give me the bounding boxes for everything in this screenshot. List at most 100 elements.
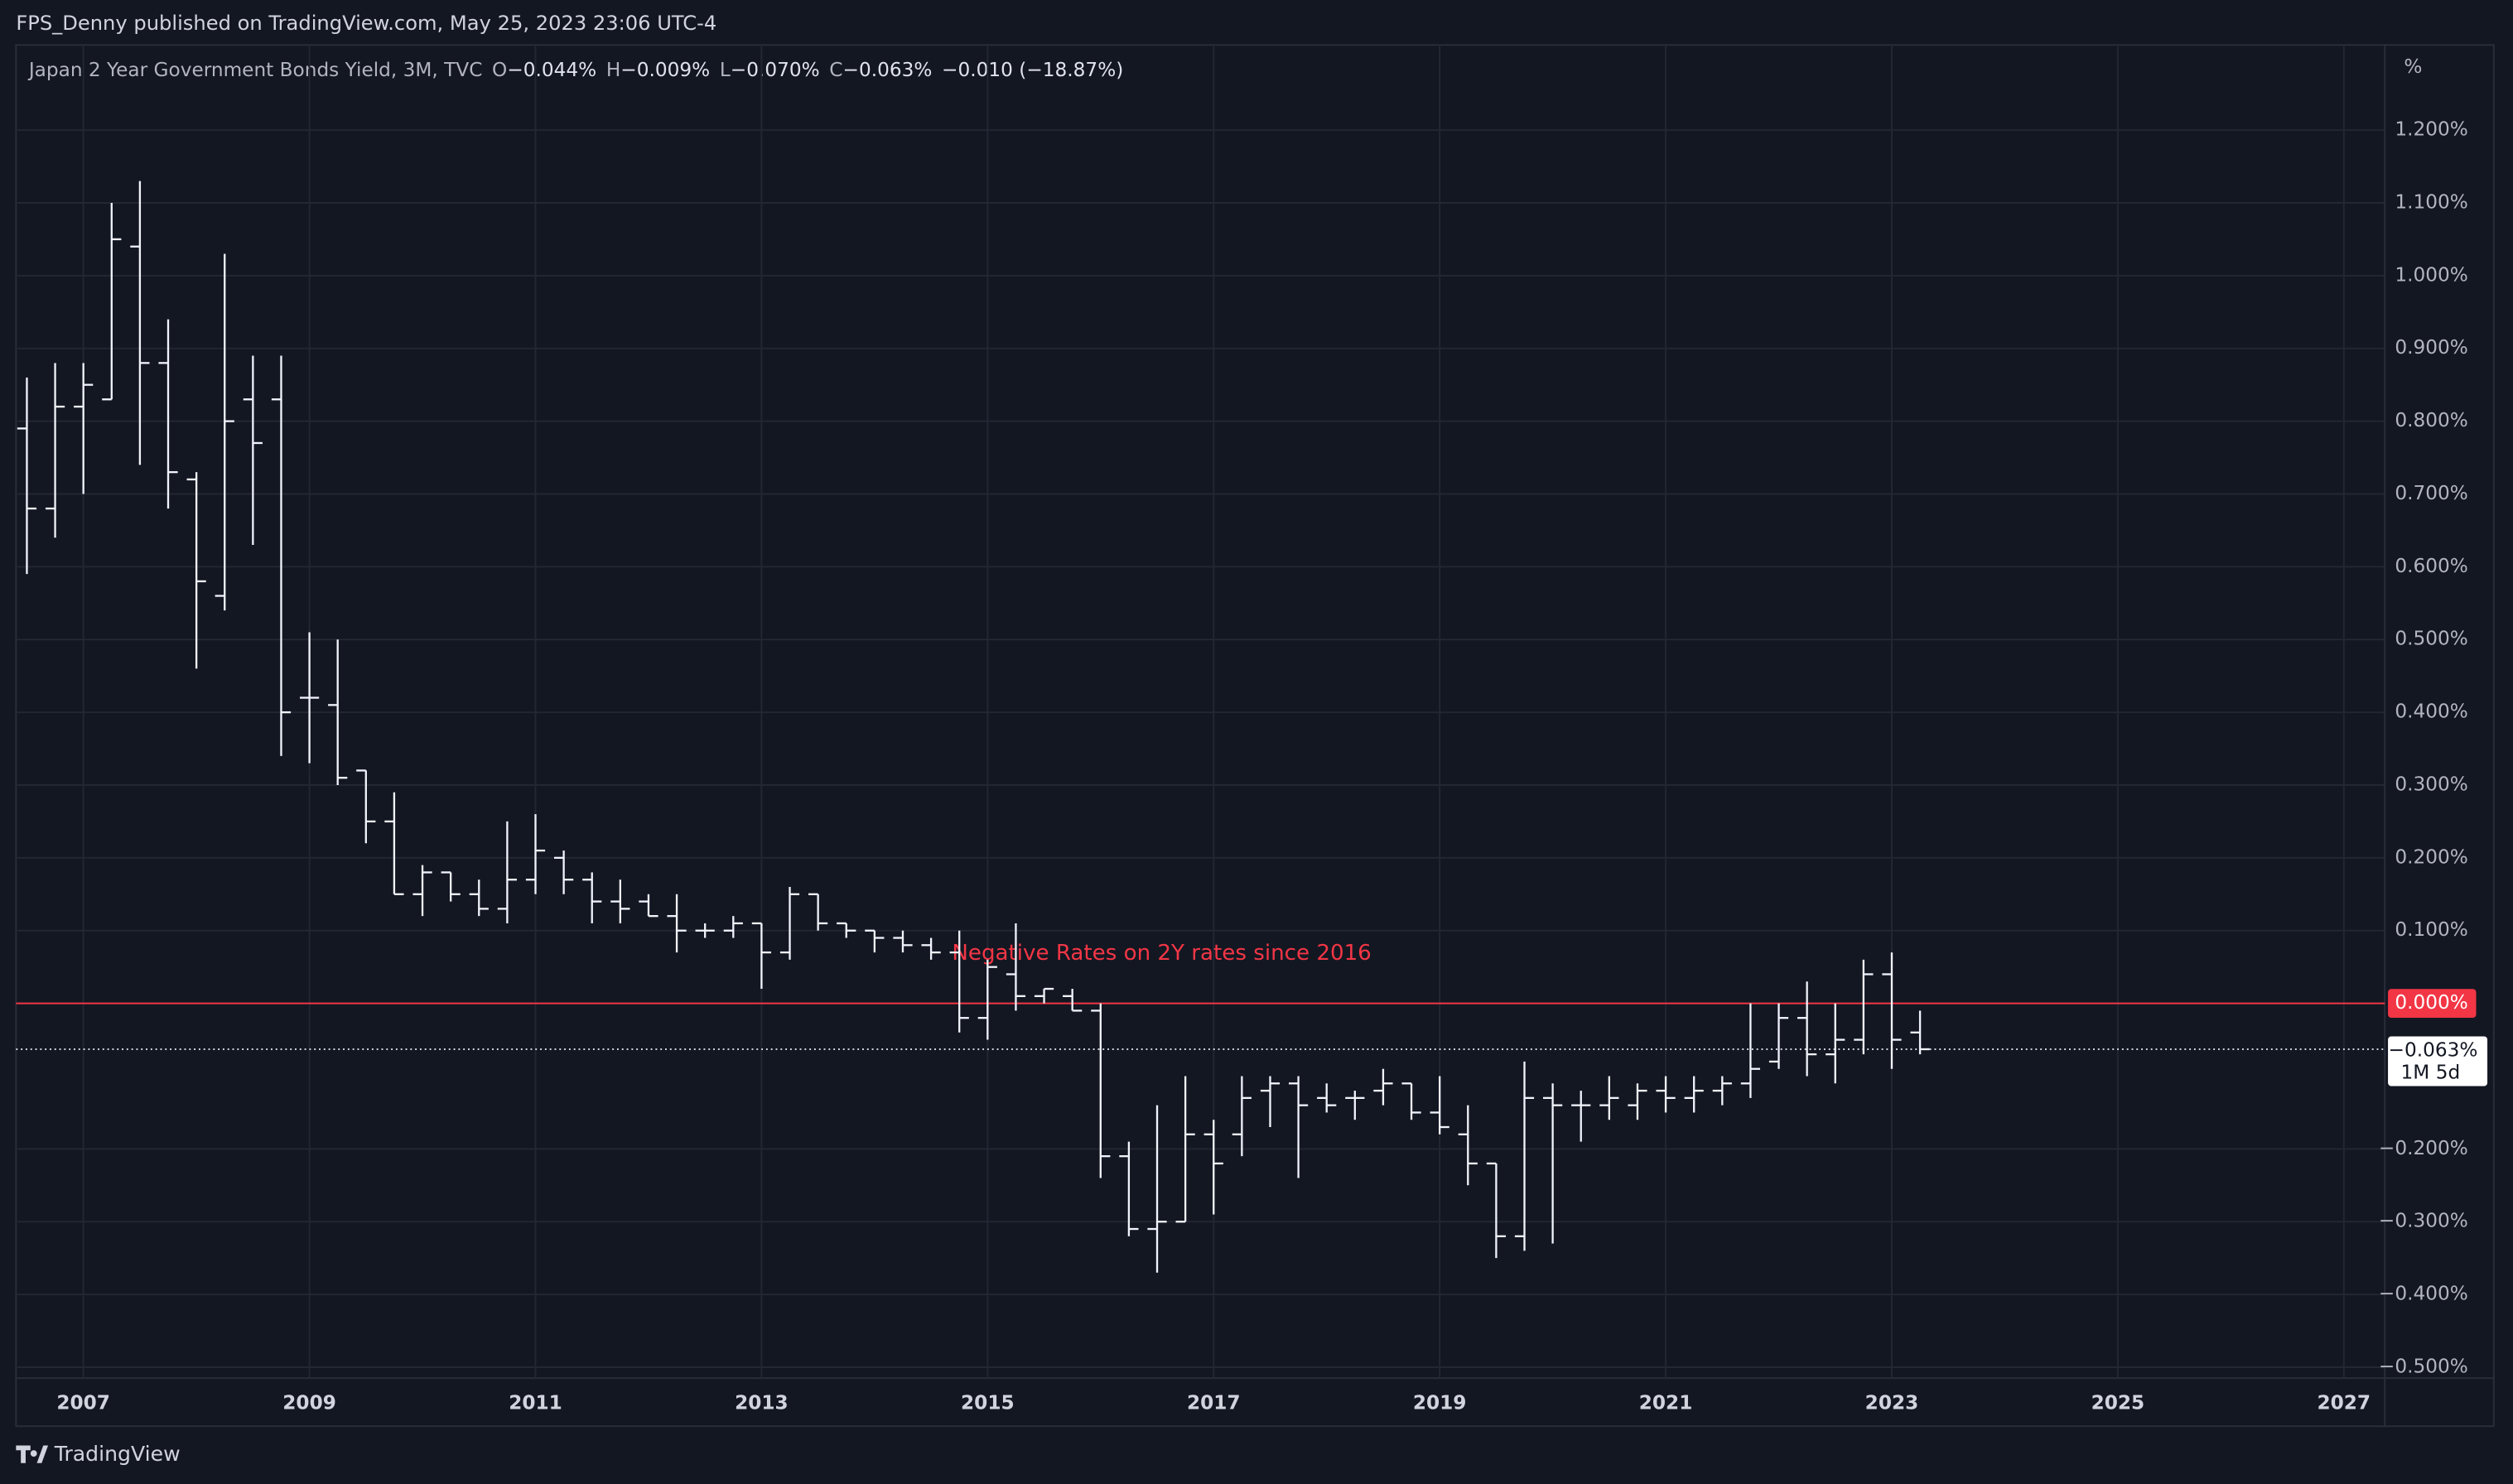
y-tick-label: 0.800% [2395,409,2467,431]
ohlc-bar [356,769,376,844]
ohlc-bar [328,639,348,785]
y-tick-label: −0.200% [2379,1137,2468,1159]
ohlc-bar [779,887,800,960]
ohlc-bar [949,930,969,1033]
x-tick-label: 2015 [961,1392,1015,1414]
ohlc-bar [667,894,687,953]
ohlc-bar [1797,981,1817,1077]
ohlc-bar [1656,1076,1676,1113]
ohlc-bar [582,872,602,923]
x-tick-label: 2007 [56,1392,110,1414]
ohlc-bar [74,363,94,494]
ohlc-bar [921,937,941,960]
x-tick-label: 2019 [1413,1392,1467,1414]
ohlc-bar [1260,1076,1281,1128]
x-tick-label: 2011 [509,1392,562,1414]
ohlc-bar [1063,989,1083,1012]
chart-frame [15,44,2495,1428]
ohlc-bar [1740,1003,1761,1098]
unit-label: % [2404,55,2422,78]
y-tick-label: −0.400% [2379,1283,2468,1305]
logo [16,1445,49,1463]
ohlc-bar [1684,1076,1704,1113]
ohlc-bar [384,792,404,895]
last-price-label: −0.063% [2389,1038,2478,1061]
ohlc-bar [1345,1091,1365,1120]
ohlc-bar [215,253,234,611]
ohlc-bar [1203,1120,1223,1215]
ohlc-bar [1373,1068,1393,1106]
ohlc-bar [186,472,206,669]
ohlc-bar [1317,1083,1337,1113]
y-tick-label: 0.200% [2395,846,2467,868]
y-tick-label: 1.100% [2395,190,2467,213]
ohlc-bar [893,930,913,953]
ohlc-bar [808,893,828,931]
ohlc-bar [1910,1010,1930,1055]
ohlc-bar [102,202,122,401]
x-tick-label: 2021 [1639,1392,1693,1414]
ohlc-bar [554,850,574,894]
legend-value: −0.070% [731,59,820,81]
ohlc-bar [1288,1076,1309,1178]
price-label-box [2388,989,2477,1019]
ohlc-bar [441,871,461,902]
ohlc-bar [1768,1003,1789,1069]
legend-key: O [492,59,507,81]
y-tick-label: 0.500% [2395,628,2467,650]
publish-header: FPS_Denny published on TradingView.com, … [16,12,716,35]
ohlc-bar [1854,959,1874,1055]
y-tick-label: −0.300% [2379,1210,2468,1232]
ohlc-bar [17,377,37,575]
ohlc-bar [1571,1091,1591,1142]
ohlc-bar [865,929,885,953]
ohlc-bar [610,879,630,923]
ohlc-bar [1458,1105,1478,1186]
ohlc-bar [639,894,658,918]
ohlc-bar [158,319,178,509]
legend-symbol: Japan 2 Year Government Bonds Yield, 3M,… [27,59,483,81]
y-tick-label: 0.600% [2395,555,2467,577]
ohlc-bar [497,821,517,923]
ohlc-bar [412,865,432,917]
ohlc-bar [1628,1083,1647,1120]
ohlc-bar [1147,1105,1167,1273]
ohlc-bar [299,632,320,764]
brand: TradingView [54,1442,181,1466]
ohlc-bar [1232,1076,1252,1157]
y-tick-label: 1.200% [2395,118,2467,141]
ohlc-bar [723,916,743,938]
last-price-box [2388,1036,2488,1086]
legend-value: −0.009% [620,59,710,81]
ohlc-bar [1514,1061,1535,1251]
price-label: 0.000% [2395,991,2467,1014]
x-tick-label: 2023 [1865,1392,1919,1414]
ohlc-bar [751,922,772,990]
grid [16,45,2385,1379]
legend: Japan 2 Year Government Bonds Yield, 3M,… [27,59,1123,81]
y-tick-label: 0.400% [2395,701,2467,723]
legend-change: −0.010 (−18.87%) [942,59,1123,81]
logo-mark [16,1445,49,1463]
x-tick-label: 2027 [2318,1392,2371,1414]
ohlc-bar [1175,1076,1195,1223]
ohlc-bar [1826,1003,1845,1084]
y-tick-label: 0.700% [2395,482,2467,504]
ohlc-bar [525,814,546,894]
ohlc-bar [1882,952,1902,1069]
x-tick-label: 2013 [735,1392,789,1414]
ohlc-bar [1430,1076,1449,1135]
y-tick-label: 0.100% [2395,918,2467,941]
y-tick-label: 0.300% [2395,773,2467,795]
ohlc-bar [1119,1141,1139,1236]
annotation: Negative Rates on 2Y rates since 2016 [952,941,1371,966]
ohlc-bar [1006,923,1026,1011]
x-tick-label: 2025 [2091,1392,2145,1414]
ohlc-bar [695,923,715,938]
countdown-label: 1M 5d [2401,1062,2461,1084]
legend-key: H [606,59,620,81]
x-tick-label: 2017 [1187,1392,1241,1414]
ohlc-bar [1401,1082,1421,1120]
